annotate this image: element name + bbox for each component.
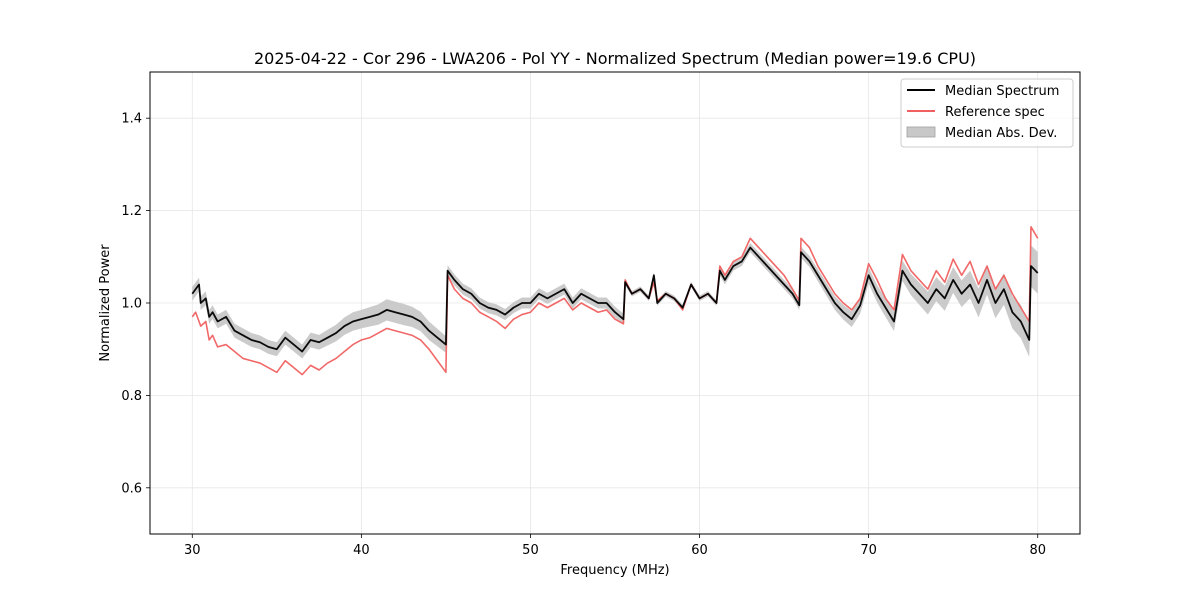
series-layer (191, 225, 1039, 376)
legend: Median Spectrum Reference spec Median Ab… (900, 78, 1074, 148)
y-axis-ticks: 0.6 0.8 1.0 1.2 1.4 (121, 112, 150, 496)
y-tick-label: 0.6 (121, 481, 142, 496)
x-tick-label: 70 (860, 543, 877, 558)
x-axis-label: Frequency (MHz) (560, 563, 669, 578)
x-tick-label: 60 (691, 543, 708, 558)
x-tick-label: 50 (522, 543, 539, 558)
y-tick-label: 1.2 (121, 204, 142, 219)
x-tick-label: 80 (1029, 543, 1046, 558)
y-tick-label: 0.8 (121, 389, 142, 404)
legend-box (900, 78, 1074, 148)
mad-band-layer (192, 242, 1038, 359)
x-tick-label: 30 (184, 543, 201, 558)
chart-title: 2025-04-22 - Cor 296 - LWA206 - Pol YY -… (254, 49, 976, 68)
mad-band (192, 242, 1038, 359)
legend-swatch-mad (906, 126, 936, 138)
x-tick-label: 40 (353, 543, 370, 558)
legend-label-reference: Reference spec (945, 105, 1045, 120)
median-spectrum-line (191, 246, 1039, 353)
y-axis-label: Normalized Power (98, 244, 113, 362)
y-tick-label: 1.4 (121, 112, 142, 127)
legend-label-mad: Median Abs. Dev. (945, 126, 1057, 141)
x-axis-ticks: 30 40 50 60 70 80 (184, 534, 1046, 558)
y-tick-label: 1.0 (121, 297, 142, 312)
reference-spec-line (191, 225, 1039, 376)
legend-label-median: Median Spectrum (945, 84, 1059, 99)
